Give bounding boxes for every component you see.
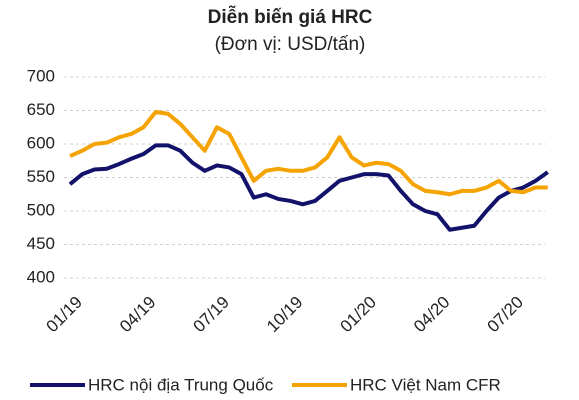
- y-tick-label: 650: [27, 100, 55, 119]
- x-tick-label: 07/20: [483, 293, 527, 337]
- legend-label: HRC Việt Nam CFR: [350, 375, 501, 394]
- x-tick-label: 10/19: [263, 293, 307, 337]
- y-tick-label: 550: [27, 167, 55, 186]
- chart-title: Diễn biến giá HRC: [208, 6, 373, 28]
- y-tick-label: 450: [27, 234, 55, 253]
- y-tick-label: 500: [27, 200, 55, 219]
- series-line: [69, 109, 548, 197]
- y-tick-label: 400: [27, 267, 55, 286]
- x-tick-label: 01/20: [336, 293, 380, 337]
- y-tick-label: 700: [27, 66, 55, 85]
- x-tick-label: 07/19: [189, 293, 233, 337]
- x-tick-label: 01/19: [42, 293, 86, 337]
- chart-subtitle: (Đơn vị: USD/tấn): [215, 34, 366, 55]
- y-tick-label: 600: [27, 133, 55, 152]
- x-tick-label: 04/20: [410, 293, 454, 337]
- series-line: [68, 143, 549, 232]
- x-tick-label: 04/19: [116, 293, 160, 337]
- legend-label: HRC nội địa Trung Quốc: [88, 375, 274, 394]
